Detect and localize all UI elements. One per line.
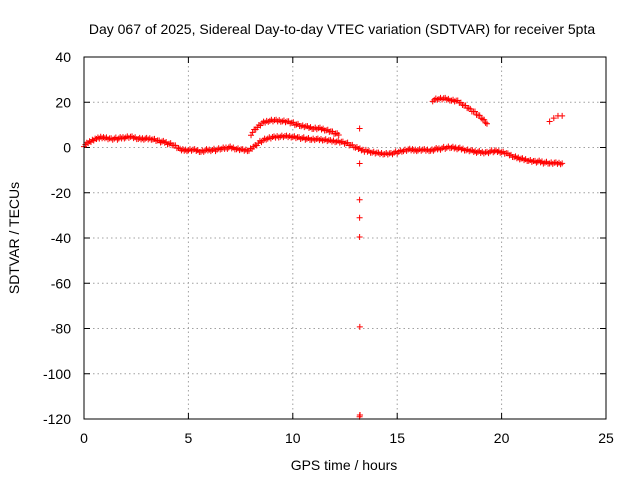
data-point <box>476 112 483 119</box>
data-point <box>465 105 472 112</box>
data-point <box>559 160 566 167</box>
data-point <box>498 149 505 156</box>
data-point <box>497 149 504 156</box>
data-point <box>482 119 489 126</box>
y-axis-label: SDTVAR / TECUs <box>6 182 22 294</box>
y-tick-label: -120 <box>43 411 71 427</box>
data-point <box>149 136 156 143</box>
data-point <box>356 234 363 241</box>
data-point <box>439 145 446 152</box>
x-tick-label: 5 <box>185 430 193 446</box>
x-tick-label: 25 <box>598 430 614 446</box>
data-point <box>114 136 121 143</box>
data-point <box>356 214 363 221</box>
data-point <box>483 120 490 127</box>
data-point <box>215 145 222 152</box>
data-point <box>432 95 439 102</box>
data-point <box>485 150 492 157</box>
data-point <box>397 147 404 154</box>
y-tick-label: -20 <box>51 185 71 201</box>
data-point <box>516 156 523 163</box>
data-point <box>335 132 342 139</box>
data-point <box>462 102 469 109</box>
grid <box>84 57 606 419</box>
data-point <box>356 160 363 167</box>
x-tick-label: 15 <box>389 430 405 446</box>
x-tick-label: 0 <box>80 430 88 446</box>
y-tick-label: -80 <box>51 321 71 337</box>
x-axis-label: GPS time / hours <box>291 457 398 473</box>
x-tick-label: 20 <box>494 430 510 446</box>
data-point <box>352 144 359 151</box>
y-tick-label: -100 <box>43 366 71 382</box>
x-tick-label: 10 <box>285 430 301 446</box>
data-point <box>94 134 101 141</box>
data-points <box>81 94 566 420</box>
data-point <box>146 135 153 142</box>
data-point <box>355 146 362 153</box>
data-point <box>274 133 281 140</box>
data-point <box>356 125 363 132</box>
data-point <box>356 196 363 203</box>
y-tick-label: 40 <box>55 49 71 65</box>
data-point <box>481 116 488 123</box>
data-point <box>248 132 255 139</box>
data-point <box>541 159 548 166</box>
y-tick-label: -60 <box>51 275 71 291</box>
y-tick-label: 20 <box>55 94 71 110</box>
data-point <box>550 115 557 122</box>
data-point <box>389 151 396 158</box>
data-point <box>249 129 256 136</box>
chart-title: Day 067 of 2025, Sidereal Day-to-day VTE… <box>89 21 596 37</box>
y-tick-label: 0 <box>63 140 71 156</box>
data-point <box>471 108 478 115</box>
data-point <box>559 112 566 119</box>
data-point <box>391 149 398 156</box>
data-point <box>89 136 96 143</box>
data-point <box>242 146 249 153</box>
data-point <box>204 147 211 154</box>
data-point <box>356 323 363 330</box>
data-point <box>546 118 553 125</box>
plot-frame <box>83 56 607 420</box>
y-tick-label: -40 <box>51 230 71 246</box>
data-point <box>556 159 563 166</box>
data-point <box>467 105 474 112</box>
data-point <box>430 147 437 154</box>
data-point <box>478 115 485 122</box>
data-point <box>200 148 207 155</box>
axes: 0 5 10 15 20 25 -120 -100 -80 -60 -40 -20 0 20 40 <box>43 49 614 446</box>
